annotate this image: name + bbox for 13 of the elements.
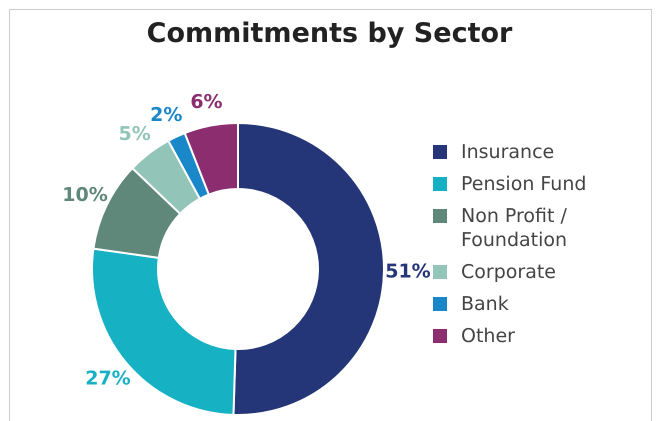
- legend-label: Corporate: [461, 260, 556, 284]
- data-label: 5%: [118, 122, 151, 145]
- legend-label: Bank: [461, 292, 509, 316]
- data-label: 6%: [190, 90, 223, 113]
- legend-label: Other: [461, 324, 515, 348]
- data-label: 10%: [62, 184, 108, 206]
- legend-label: Pension Fund: [461, 172, 586, 196]
- data-label: 27%: [85, 368, 131, 390]
- chart-title: Commitments by Sector: [146, 18, 514, 49]
- data-label: 2%: [150, 104, 182, 126]
- legend-label: Insurance: [461, 140, 554, 164]
- legend-label: Non Profit / Foundation: [461, 204, 568, 252]
- data-label: 51%: [385, 260, 431, 283]
